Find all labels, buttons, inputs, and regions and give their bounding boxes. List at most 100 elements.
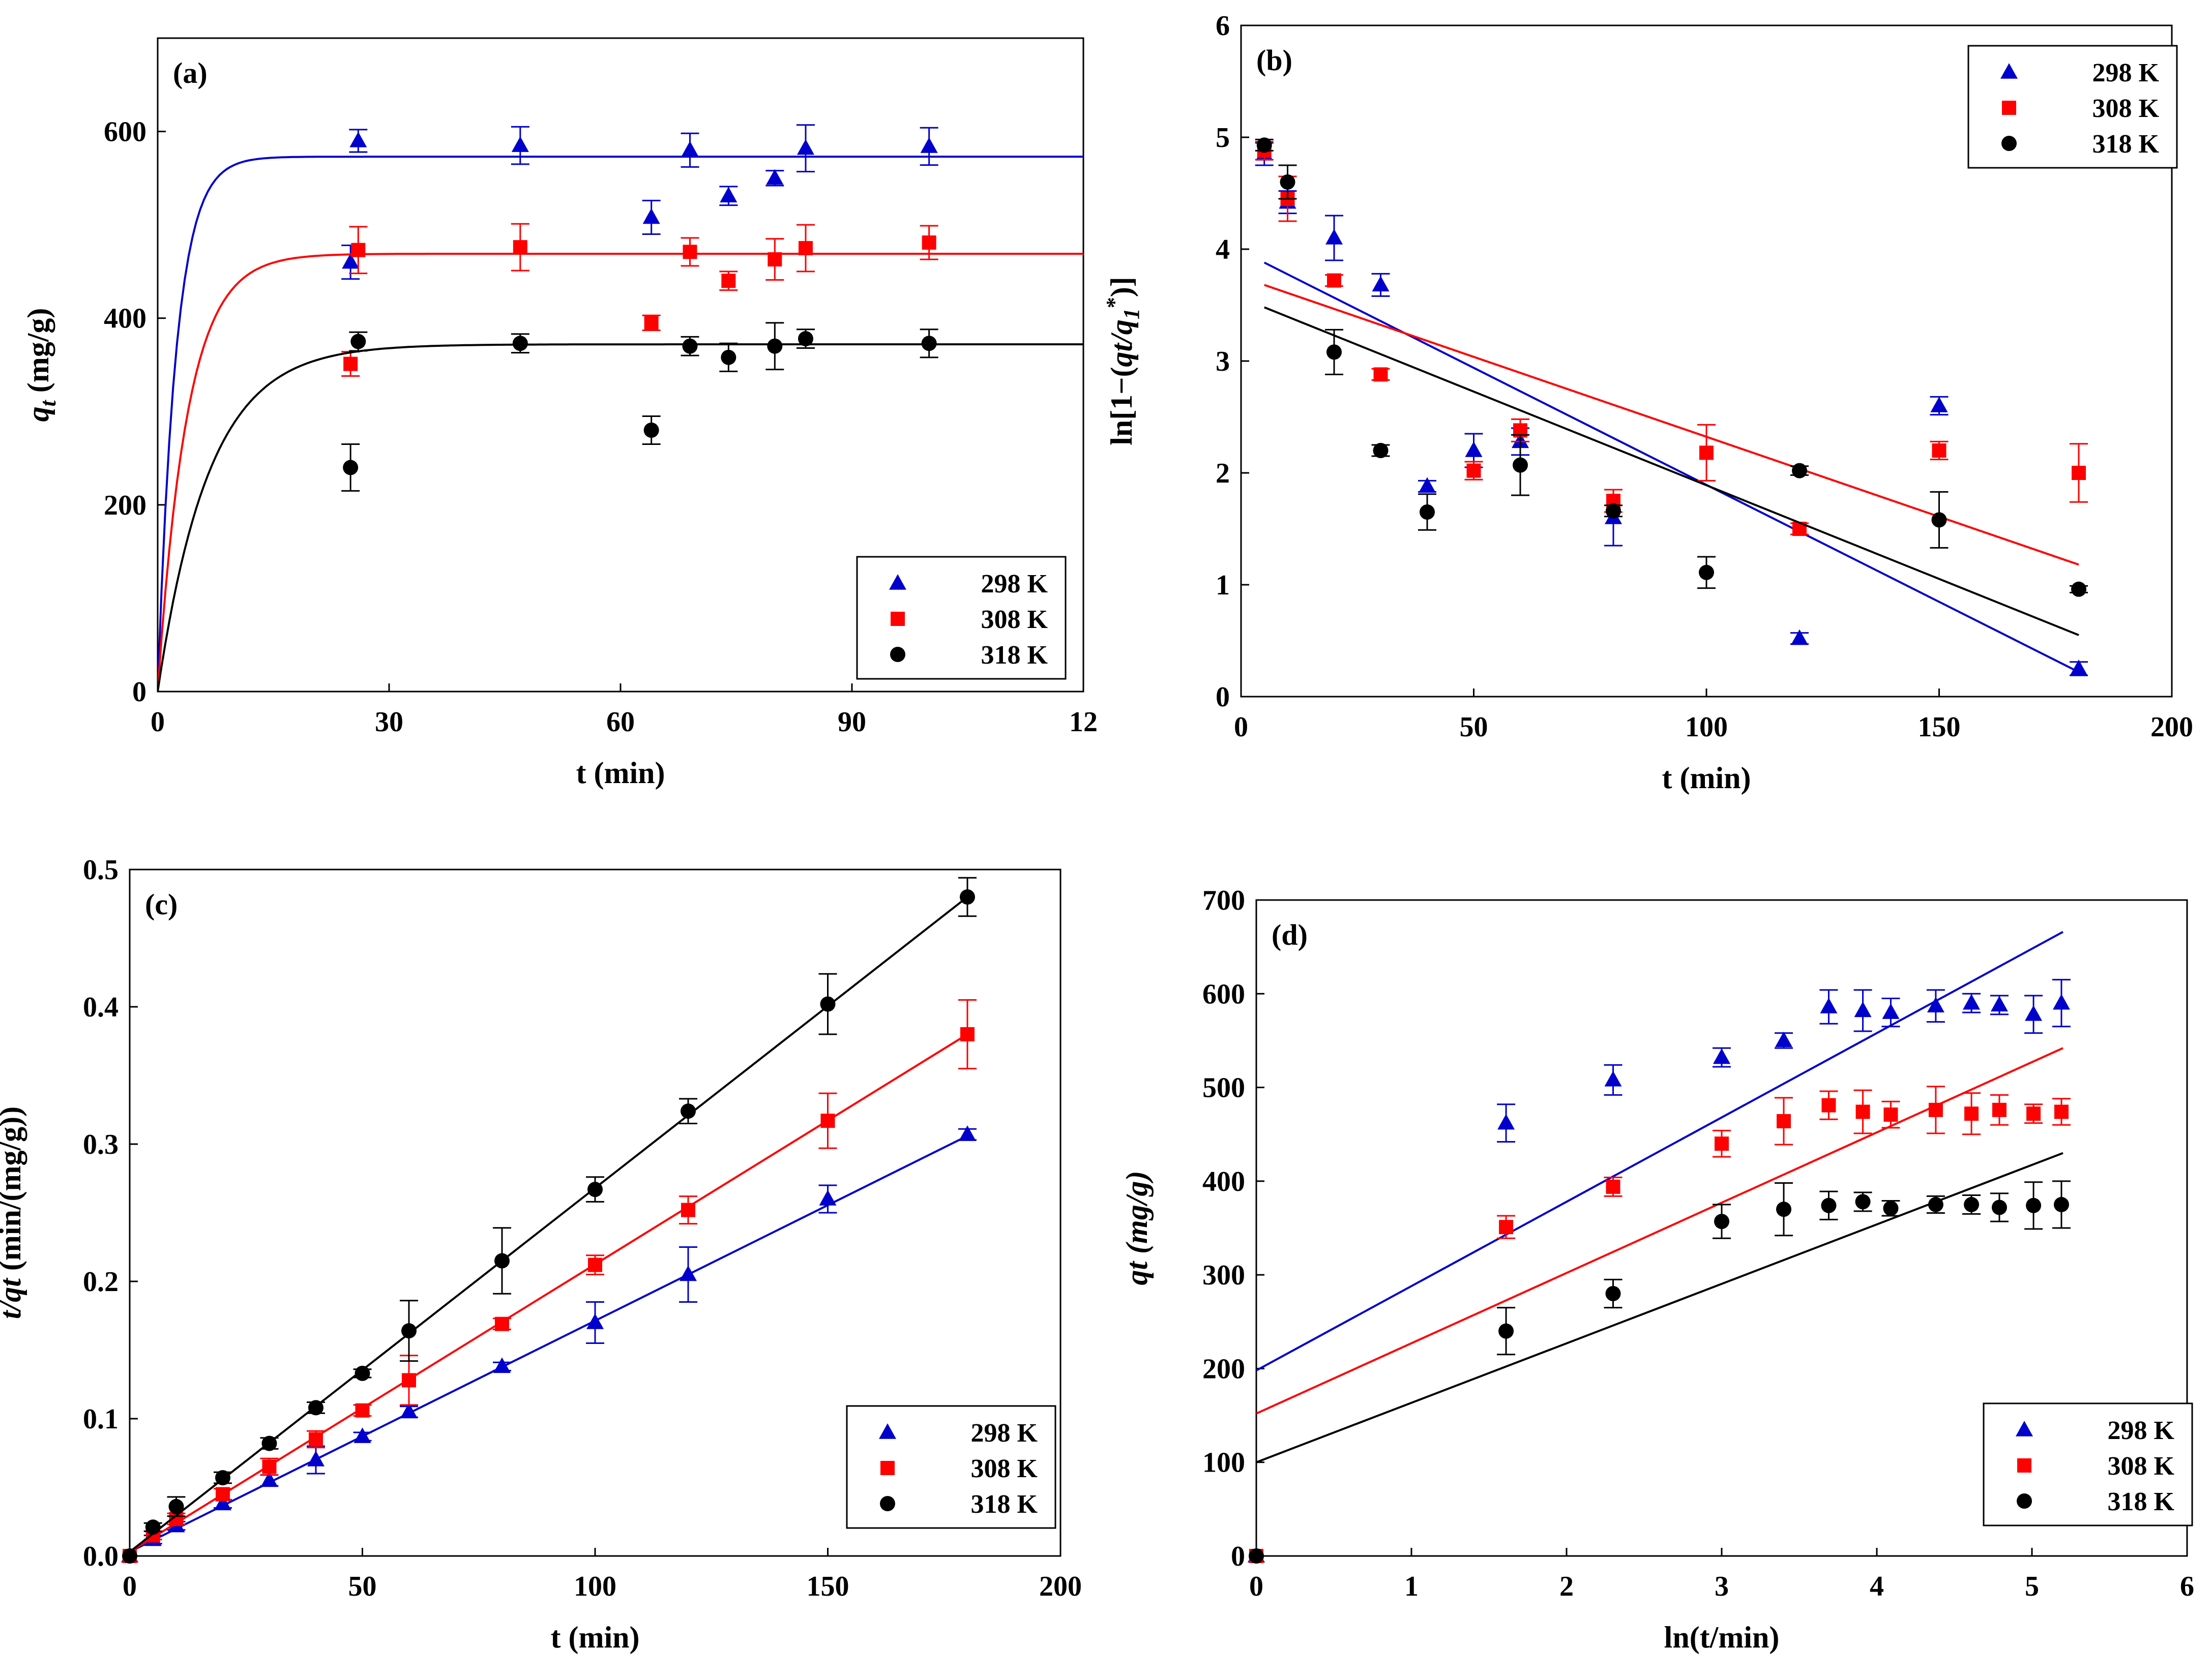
y-tick-label: 0.0 bbox=[83, 1541, 119, 1572]
data-point bbox=[2052, 994, 2070, 1010]
data-point bbox=[214, 1494, 231, 1511]
data-point bbox=[215, 1470, 230, 1486]
data-point bbox=[355, 1403, 370, 1418]
panel-label: (c) bbox=[145, 888, 178, 921]
data-point bbox=[1499, 1220, 1514, 1235]
legend-marker bbox=[2002, 101, 2016, 115]
series-308k bbox=[158, 223, 1083, 692]
data-point bbox=[721, 349, 736, 365]
y-tick-label: 0.2 bbox=[83, 1266, 119, 1298]
data-point bbox=[342, 253, 360, 269]
legend-marker bbox=[2016, 1421, 2033, 1436]
y-axis-title: qt (mg/g) bbox=[1120, 1171, 1154, 1285]
data-point bbox=[402, 1373, 416, 1388]
data-point bbox=[261, 1435, 277, 1451]
series-318k bbox=[1249, 1152, 2071, 1564]
series-308k bbox=[1249, 1047, 2071, 1563]
data-point bbox=[1465, 441, 1483, 457]
panel-label: (b) bbox=[1256, 44, 1292, 77]
legend-marker bbox=[891, 612, 905, 626]
data-point bbox=[2025, 1005, 2043, 1021]
y-tick-label: 0.1 bbox=[83, 1403, 119, 1435]
y-tick-label: 500 bbox=[1202, 1072, 1245, 1104]
series-318k bbox=[158, 322, 1083, 692]
data-point bbox=[2071, 581, 2086, 597]
data-point bbox=[920, 137, 938, 153]
data-point bbox=[262, 1459, 277, 1474]
x-tick-label: 100 bbox=[574, 1571, 616, 1602]
legend-label: 308 K bbox=[971, 1454, 1038, 1483]
data-point bbox=[1928, 1196, 1943, 1212]
data-point bbox=[2072, 466, 2086, 480]
y-tick-label: 300 bbox=[1202, 1260, 1245, 1291]
data-point bbox=[1820, 998, 1838, 1013]
data-point bbox=[799, 241, 813, 256]
data-point bbox=[343, 356, 358, 371]
data-point bbox=[1419, 477, 1436, 493]
data-point bbox=[1604, 1070, 1622, 1087]
data-point bbox=[683, 245, 697, 259]
data-point bbox=[721, 274, 736, 288]
x-tick-label: 30 bbox=[375, 706, 403, 738]
y-tick-label: 1 bbox=[1216, 570, 1230, 601]
data-point bbox=[1930, 397, 1948, 412]
data-point bbox=[1714, 1214, 1729, 1230]
data-point bbox=[960, 889, 975, 905]
y-tick-label: 200 bbox=[104, 490, 146, 521]
data-point bbox=[922, 235, 936, 250]
data-point bbox=[353, 1427, 371, 1443]
data-point bbox=[494, 1253, 510, 1269]
x-tick-label: 3 bbox=[1715, 1571, 1729, 1602]
data-point bbox=[1964, 1106, 1979, 1121]
y-tick-label: 0 bbox=[1216, 681, 1230, 713]
data-point bbox=[1990, 996, 2008, 1012]
data-point bbox=[681, 1103, 696, 1119]
data-point bbox=[681, 141, 699, 157]
fit-line bbox=[1256, 1047, 2063, 1415]
y-tick-label: 6 bbox=[1216, 10, 1230, 42]
y-tick-label: 600 bbox=[104, 116, 146, 148]
y-axis-title: ln[1−(qt/q1*)] bbox=[1102, 277, 1144, 445]
data-point bbox=[1327, 273, 1341, 288]
data-point bbox=[2026, 1106, 2041, 1121]
fit-line bbox=[1264, 306, 2079, 636]
series-298k bbox=[121, 1125, 977, 1563]
x-axis-title: t (min) bbox=[551, 1621, 640, 1654]
data-point bbox=[644, 315, 659, 330]
data-point bbox=[1249, 1548, 1264, 1564]
data-point bbox=[1466, 463, 1481, 478]
data-point bbox=[145, 1519, 161, 1535]
y-tick-label: 400 bbox=[104, 303, 146, 335]
data-point bbox=[1927, 997, 1944, 1012]
legend-label: 318 K bbox=[2108, 1487, 2175, 1516]
data-point bbox=[1791, 629, 1808, 645]
data-point bbox=[2026, 1197, 2042, 1213]
y-tick-label: 2 bbox=[1216, 458, 1230, 489]
data-point bbox=[1991, 1200, 2007, 1215]
data-point bbox=[960, 1027, 975, 1041]
data-point bbox=[1372, 276, 1390, 292]
legend-label: 308 K bbox=[2108, 1452, 2175, 1481]
y-tick-label: 0 bbox=[1231, 1541, 1245, 1572]
legend-label: 308 K bbox=[981, 605, 1048, 634]
panel-d: 0 1 2 3 4 5 6 0 100 200 300 400 500 600 700 ln(t/min) qt… bbox=[1120, 885, 2194, 1654]
y-tick-label: 400 bbox=[1202, 1166, 1245, 1197]
data-point bbox=[1821, 1098, 1836, 1113]
data-point bbox=[820, 996, 836, 1012]
data-point bbox=[1498, 1323, 1514, 1339]
legend-marker bbox=[2017, 1458, 2031, 1473]
x-tick-label: 200 bbox=[1039, 1571, 1082, 1602]
data-point bbox=[122, 1548, 137, 1564]
series-298k bbox=[158, 124, 1083, 692]
legend-marker bbox=[879, 1423, 896, 1439]
fit-line bbox=[1256, 931, 2063, 1371]
legend-label: 318 K bbox=[981, 641, 1048, 670]
y-tick-label: 0.4 bbox=[83, 992, 119, 1023]
legend-label: 298 K bbox=[2092, 58, 2160, 87]
data-point bbox=[680, 1265, 697, 1281]
data-point bbox=[587, 1182, 603, 1197]
data-point bbox=[1605, 1286, 1621, 1301]
data-point bbox=[168, 1499, 184, 1514]
x-tick-label: 200 bbox=[2150, 711, 2193, 743]
